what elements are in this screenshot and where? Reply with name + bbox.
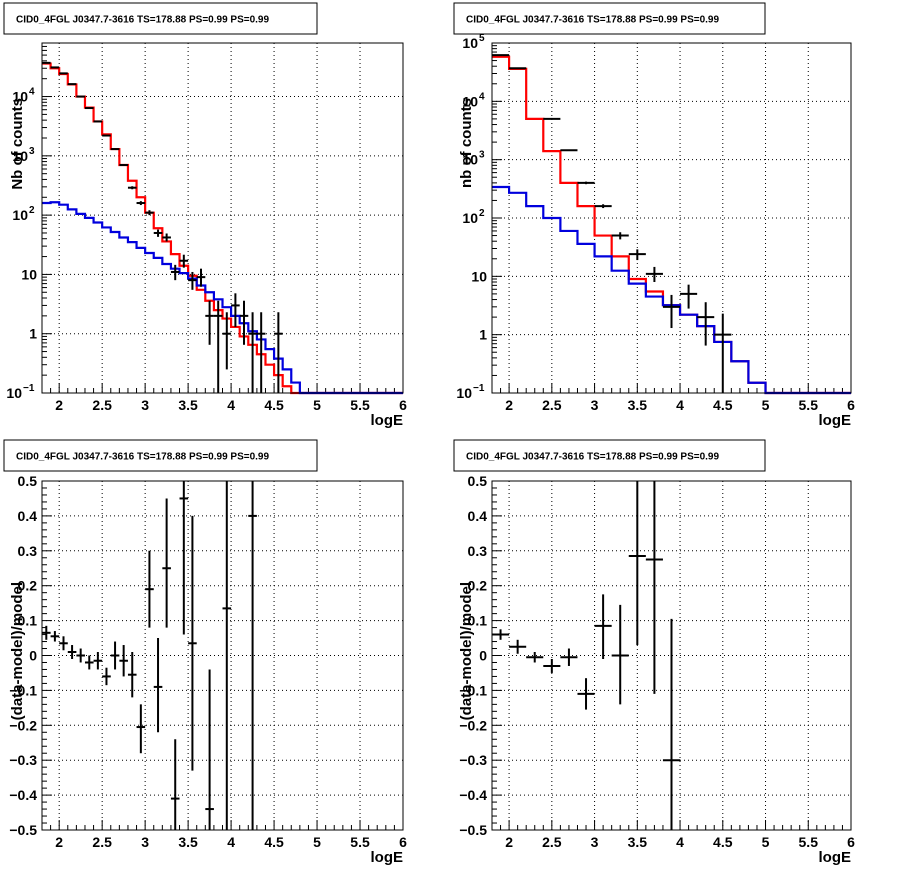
y-tick-label: −0.3 [459, 752, 487, 768]
chart-title: CID0_4FGL J0347.7-3616 TS=178.88 PS=0.99… [466, 15, 719, 26]
x-tick-label: 4 [676, 834, 684, 850]
plot-area [42, 43, 403, 393]
y-tick-label: 1 [29, 326, 37, 342]
x-axis-title: logE [371, 412, 404, 429]
x-tick-label: 2.5 [542, 834, 562, 850]
x-tick-label: 5.5 [799, 397, 819, 413]
chart-title: CID0_4FGL J0347.7-3616 TS=178.88 PS=0.99… [466, 452, 719, 463]
x-axis-title: logE [819, 849, 852, 866]
data-point [119, 164, 128, 166]
x-tick-label: 6 [847, 397, 855, 413]
x-tick-label: 6 [847, 834, 855, 850]
x-tick-label: 3 [141, 397, 149, 413]
x-tick-label: 4 [227, 397, 235, 413]
y-tick-label: 1 [479, 327, 487, 343]
x-tick-label: 5.5 [799, 834, 819, 850]
chart-title: CID0_4FGL J0347.7-3616 TS=178.88 PS=0.99… [16, 452, 269, 463]
x-tick-label: 5.5 [350, 397, 370, 413]
x-tick-label: 3.5 [628, 834, 648, 850]
x-tick-label: 4 [676, 397, 684, 413]
x-tick-label: 3.5 [178, 397, 198, 413]
x-tick-label: 6 [399, 834, 407, 850]
y-axis-title: Nb of counts [9, 98, 26, 190]
x-tick-label: 4.5 [264, 834, 284, 850]
data-point [111, 148, 120, 149]
y-tick-label: 0.3 [18, 543, 38, 559]
data-point [94, 121, 103, 122]
x-tick-label: 2 [55, 397, 63, 413]
y-tick-label: 10 [456, 385, 472, 401]
y-tick-label: −0.4 [9, 787, 37, 803]
data-point [85, 108, 94, 109]
x-tick-label: 5 [313, 397, 321, 413]
y-tick-label: 0.3 [468, 543, 488, 559]
y-axis-title: nb of counts [458, 98, 475, 188]
y-tick-label: 0.4 [468, 508, 488, 524]
x-tick-label: 2.5 [542, 397, 562, 413]
x-tick-label: 2 [505, 397, 513, 413]
x-tick-label: 6 [399, 397, 407, 413]
y-tick-label: 0.5 [468, 473, 488, 489]
y-tick-exponent: −1 [473, 383, 485, 394]
y-tick-label: 10 [471, 268, 487, 284]
y-tick-label: 10 [12, 207, 28, 223]
data-point [577, 182, 594, 185]
y-tick-label: −0.5 [459, 822, 487, 838]
x-tick-label: 3 [591, 397, 599, 413]
x-tick-label: 5.5 [350, 834, 370, 850]
x-tick-label: 3 [141, 834, 149, 850]
y-tick-label: −0.4 [459, 787, 487, 803]
y-tick-exponent: 5 [479, 33, 485, 44]
x-tick-label: 3.5 [628, 397, 648, 413]
data-point [560, 150, 577, 151]
y-tick-label: 0.4 [18, 508, 38, 524]
x-tick-label: 4.5 [713, 834, 733, 850]
x-tick-label: 3 [591, 834, 599, 850]
y-tick-label: −0.3 [9, 752, 37, 768]
x-tick-label: 2.5 [92, 397, 112, 413]
data-point [102, 135, 111, 136]
y-axis-title: (data-model)/model [9, 582, 26, 720]
x-tick-label: 5 [762, 397, 770, 413]
y-tick-exponent: 4 [479, 91, 485, 102]
y-tick-label: 10 [21, 266, 37, 282]
x-axis-title: logE [819, 412, 852, 429]
x-tick-label: 2 [55, 834, 63, 850]
x-tick-label: 4.5 [264, 397, 284, 413]
x-tick-label: 4 [227, 834, 235, 850]
data-point [76, 96, 85, 97]
y-tick-exponent: 2 [29, 205, 35, 216]
y-tick-exponent: 3 [479, 150, 485, 161]
y-tick-label: 10 [462, 35, 478, 51]
y-tick-exponent: 2 [479, 208, 485, 219]
y-tick-label: 0.5 [18, 473, 38, 489]
x-tick-label: 2.5 [92, 834, 112, 850]
x-tick-label: 4.5 [713, 397, 733, 413]
x-tick-label: 2 [505, 834, 513, 850]
y-tick-label: 0 [479, 648, 487, 664]
y-tick-label: −0.5 [9, 822, 37, 838]
chart-title: CID0_4FGL J0347.7-3616 TS=178.88 PS=0.99… [16, 15, 269, 26]
y-tick-exponent: −1 [23, 383, 35, 394]
y-tick-label: 10 [462, 210, 478, 226]
y-tick-label: 0 [29, 648, 37, 664]
y-axis-title: (data-model)/model [458, 582, 475, 720]
x-tick-label: 5 [313, 834, 321, 850]
x-axis-title: logE [371, 849, 404, 866]
y-tick-exponent: 3 [29, 146, 35, 157]
y-tick-label: 10 [6, 385, 22, 401]
y-tick-exponent: 4 [29, 87, 35, 98]
x-tick-label: 5 [762, 834, 770, 850]
data-point [543, 119, 560, 120]
x-tick-label: 3.5 [178, 834, 198, 850]
